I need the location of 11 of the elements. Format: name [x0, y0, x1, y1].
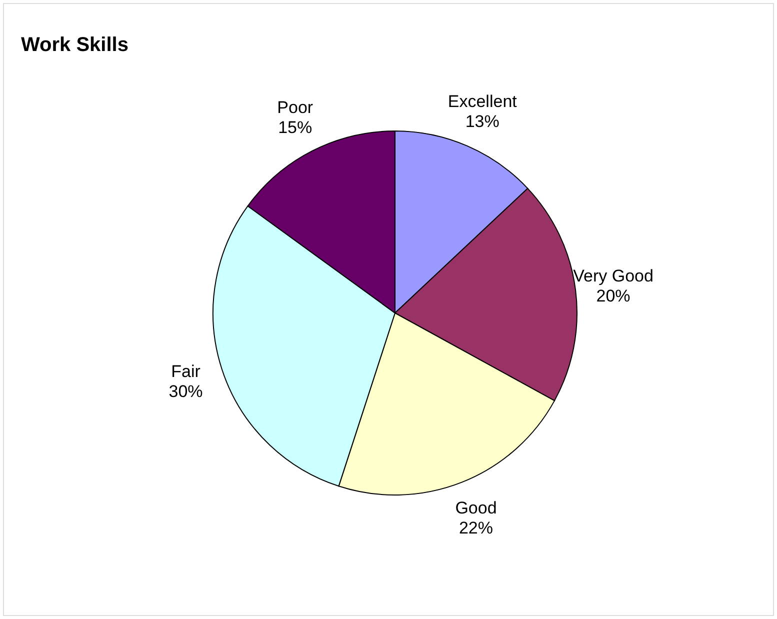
slice-label: Very Good — [573, 266, 654, 286]
data-label: 15% — [278, 118, 312, 137]
data-label: 13% — [465, 112, 500, 132]
slice-label: Good — [455, 498, 497, 518]
slice-label: Fair — [171, 362, 201, 381]
slice-label: Poor — [277, 98, 314, 117]
data-label: 30% — [168, 382, 203, 401]
slice-label: Excellent — [448, 92, 518, 112]
data-label: 22% — [458, 518, 494, 538]
chart-title: Work Skills — [21, 34, 128, 56]
data-label: 20% — [596, 286, 630, 306]
